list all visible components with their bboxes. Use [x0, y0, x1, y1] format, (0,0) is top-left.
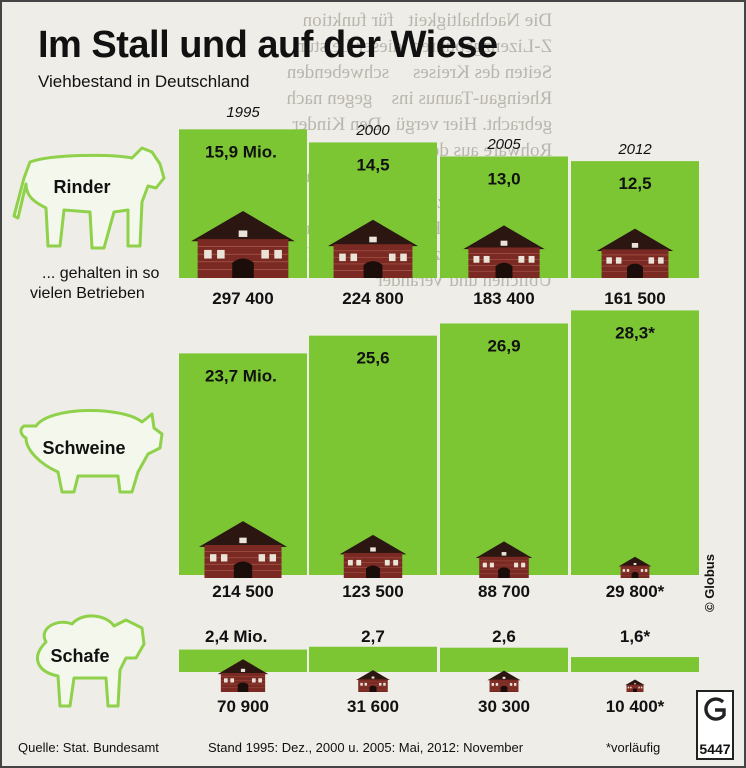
bar-schweine-2005 [440, 323, 568, 575]
footer-note: *vorläufig [606, 740, 661, 755]
year-label-2000: 2000 [355, 122, 390, 139]
footer-stand: Stand 1995: Dez., 2000 u. 2005: Mai, 201… [208, 740, 524, 755]
chart-subtitle: Viehbestand in Deutschland [38, 72, 250, 91]
value-label-schweine-2005: 26,9 [487, 336, 520, 355]
farm-count-rinder-1995: 297 400 [212, 289, 273, 308]
farm-count-schafe-2005: 30 300 [478, 697, 530, 716]
year-label-2005: 2005 [486, 136, 521, 153]
value-label-rinder-2005: 13,0 [487, 169, 520, 188]
value-label-schafe-2012: 1,6* [620, 627, 651, 646]
bar-schweine-2012 [571, 310, 699, 575]
bar-schafe-2000 [309, 646, 437, 672]
farm-count-schweine-2012: 29 800* [606, 582, 665, 601]
farm-count-rinder-2005: 183 400 [473, 289, 534, 308]
bar-schafe-2005 [440, 647, 568, 672]
farms-caption: ... gehalten in so vielen Betrieben [30, 265, 160, 302]
value-label-schafe-2000: 2,7 [361, 627, 385, 646]
farm-count-schafe-2000: 31 600 [347, 697, 399, 716]
farm-count-rinder-2012: 161 500 [604, 289, 665, 308]
globus-logo-icon [704, 697, 726, 721]
series-name-rinder: Rinder [53, 177, 110, 197]
value-label-schweine-2000: 25,6 [356, 349, 389, 368]
farm-house-icon-schafe-2005 [487, 670, 521, 693]
farm-house-icon-schafe-2012 [625, 679, 645, 693]
globus-logo: 5447 [696, 690, 734, 760]
value-label-rinder-2000: 14,5 [356, 155, 389, 174]
value-label-schafe-1995: 2,4 Mio. [205, 627, 267, 646]
chart-title: Im Stall und auf der Wiese [38, 24, 498, 66]
labels-layer: 15,9 Mio. 297 400 14,5 224 800 13,0 183 400 12… [205, 104, 666, 716]
farm-house-icon-schafe-2000 [355, 669, 391, 693]
animals-layer: Rinder Schweine Schafe ... gehalten in so vi… [12, 146, 166, 708]
farm-count-schweine-1995: 214 500 [212, 582, 273, 601]
sheep-icon [36, 614, 146, 708]
graphic-number: 5447 [699, 741, 731, 757]
farm-count-rinder-2000: 224 800 [342, 289, 403, 308]
cow-icon [12, 146, 166, 250]
series-name-schafe: Schafe [50, 646, 109, 666]
value-label-rinder-2012: 12,5 [618, 174, 651, 193]
copyright-credit: © Globus [702, 554, 717, 612]
year-label-1995: 1995 [226, 104, 260, 121]
year-label-2012: 2012 [617, 141, 652, 158]
value-label-schafe-2005: 2,6 [492, 627, 516, 646]
value-label-schweine-1995: 23,7 Mio. [205, 366, 277, 385]
value-label-schweine-2012: 28,3* [615, 323, 655, 342]
value-label-rinder-1995: 15,9 Mio. [205, 142, 277, 161]
pig-icon [19, 409, 164, 494]
bar-schafe-2012 [571, 657, 699, 672]
farm-count-schafe-1995: 70 900 [217, 697, 269, 716]
footer-source: Quelle: Stat. Bundesamt [18, 740, 159, 755]
farm-count-schweine-2005: 88 700 [478, 582, 530, 601]
series-name-schweine: Schweine [42, 438, 125, 458]
farm-count-schweine-2000: 123 500 [342, 582, 403, 601]
farm-count-schafe-2012: 10 400* [606, 697, 665, 716]
